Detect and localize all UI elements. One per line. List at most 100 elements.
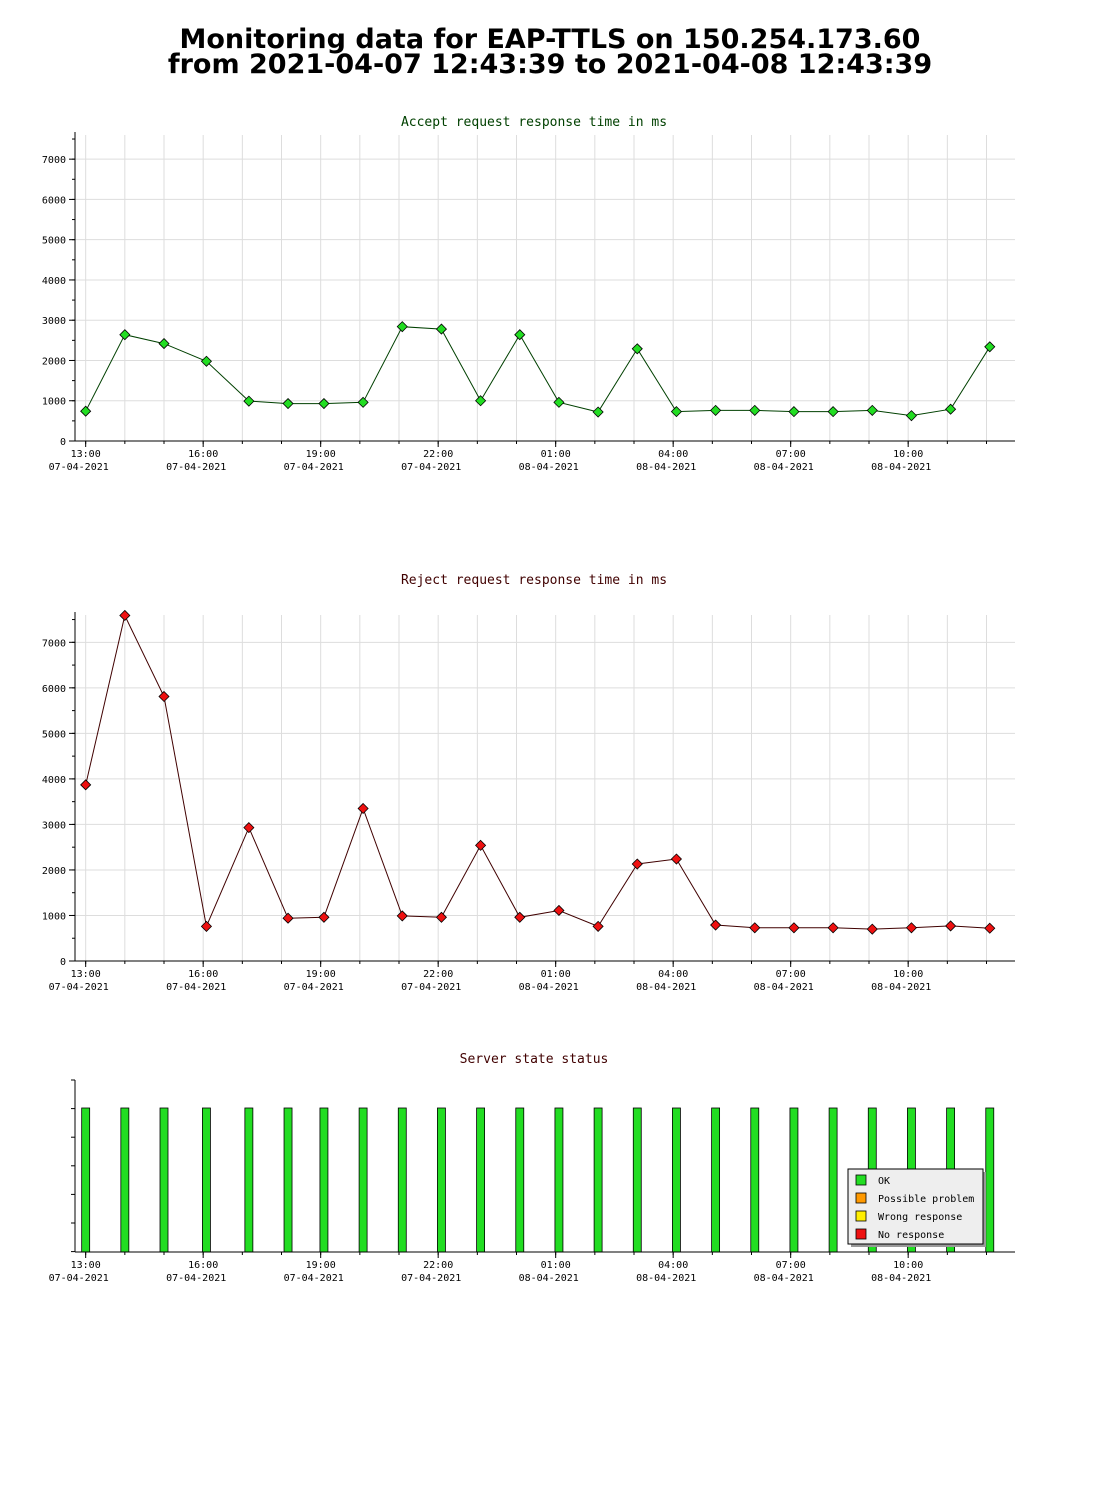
status-bar <box>789 1107 799 1253</box>
data-point <box>396 910 408 922</box>
status-bar <box>358 1107 368 1253</box>
data-point <box>749 922 761 934</box>
data-point <box>514 329 526 341</box>
data-point <box>592 406 604 418</box>
legend-swatch <box>855 1174 867 1186</box>
legend-swatch <box>855 1210 867 1222</box>
legend-box <box>847 1168 984 1245</box>
data-point <box>827 406 839 418</box>
x-tick-date-label: 08-04-2021 <box>871 462 931 473</box>
status-bar <box>319 1107 329 1253</box>
data-point <box>984 922 996 934</box>
x-tick-date-label: 08-04-2021 <box>519 462 579 473</box>
x-tick-time-label: 01:00 <box>541 969 571 980</box>
data-point <box>396 321 408 333</box>
x-tick-time-label: 01:00 <box>541 1260 571 1271</box>
x-tick-time-label: 16:00 <box>188 449 218 460</box>
y-tick-label: 0 <box>60 957 66 968</box>
data-point <box>158 337 170 350</box>
series-line <box>85 614 990 930</box>
x-tick-date-label: 07-04-2021 <box>49 462 109 473</box>
y-tick-label: 7000 <box>42 155 66 166</box>
x-tick-date-label: 08-04-2021 <box>754 462 814 473</box>
x-tick-date-label: 07-04-2021 <box>284 1273 344 1284</box>
data-point <box>119 329 131 341</box>
y-tick-label: 0 <box>60 437 66 448</box>
data-point <box>158 690 170 703</box>
legend-swatch <box>855 1228 867 1240</box>
y-tick-label: 5000 <box>42 729 66 740</box>
x-tick-date-label: 08-04-2021 <box>754 1273 814 1284</box>
x-tick-time-label: 22:00 <box>423 969 453 980</box>
data-point <box>866 923 878 935</box>
x-tick-time-label: 19:00 <box>306 449 336 460</box>
x-tick-time-label: 16:00 <box>188 1260 218 1271</box>
data-point <box>475 395 487 407</box>
data-point <box>866 404 878 416</box>
x-tick-date-label: 07-04-2021 <box>401 462 461 473</box>
status-bar <box>515 1107 525 1253</box>
data-point <box>357 802 369 815</box>
x-tick-time-label: 13:00 <box>71 449 101 460</box>
data-point <box>592 920 604 932</box>
data-point <box>788 406 800 418</box>
x-tick-date-label: 07-04-2021 <box>166 462 226 473</box>
y-tick-label: 1000 <box>42 397 66 408</box>
data-point <box>905 922 918 934</box>
x-tick-date-label: 07-04-2021 <box>49 982 109 993</box>
status-bar <box>397 1107 407 1253</box>
x-tick-time-label: 22:00 <box>423 449 453 460</box>
x-tick-time-label: 04:00 <box>658 449 688 460</box>
x-tick-date-label: 08-04-2021 <box>636 462 696 473</box>
x-tick-time-label: 13:00 <box>71 969 101 980</box>
y-tick-label: 4000 <box>42 775 66 786</box>
data-point <box>282 397 294 410</box>
data-point <box>435 911 448 923</box>
status-bar <box>711 1107 721 1253</box>
chart-title: Reject request response time in ms <box>401 573 667 588</box>
data-point <box>80 405 92 417</box>
status-bar <box>750 1107 760 1253</box>
status-bar <box>985 1107 995 1253</box>
x-tick-date-label: 08-04-2021 <box>754 982 814 993</box>
x-tick-date-label: 08-04-2021 <box>871 982 931 993</box>
data-point <box>945 403 957 415</box>
x-tick-date-label: 07-04-2021 <box>49 1273 109 1284</box>
status-bar <box>202 1107 211 1253</box>
legend-label: OK <box>878 1176 890 1187</box>
status-bar <box>437 1107 446 1253</box>
data-point <box>984 341 996 353</box>
y-tick-label: 3000 <box>42 820 66 831</box>
data-point <box>749 404 761 416</box>
data-point <box>282 912 294 924</box>
data-point <box>827 922 839 934</box>
y-tick-label: 2000 <box>42 356 66 367</box>
status-bar <box>120 1107 130 1253</box>
x-tick-time-label: 01:00 <box>541 449 571 460</box>
data-point <box>80 779 92 791</box>
data-point <box>318 911 330 923</box>
legend-label: Wrong response <box>878 1212 962 1223</box>
data-point <box>435 323 448 335</box>
x-tick-time-label: 19:00 <box>306 1260 336 1271</box>
data-point <box>200 920 213 932</box>
y-tick-label: 5000 <box>42 236 66 247</box>
data-point <box>631 858 643 870</box>
chart-title: Server state status <box>460 1052 609 1067</box>
y-tick-label: 3000 <box>42 316 66 327</box>
page-title-line1: Monitoring data for EAP-TTLS on 150.254.… <box>179 24 921 55</box>
x-tick-time-label: 22:00 <box>423 1260 453 1271</box>
data-point <box>670 406 683 418</box>
x-tick-date-label: 07-04-2021 <box>284 462 344 473</box>
data-point <box>514 911 526 923</box>
x-tick-time-label: 07:00 <box>776 969 806 980</box>
data-point <box>631 343 643 355</box>
x-tick-date-label: 07-04-2021 <box>284 982 344 993</box>
y-tick-label: 2000 <box>42 866 66 877</box>
status-bar <box>476 1107 486 1253</box>
x-tick-time-label: 19:00 <box>306 969 336 980</box>
status-bar <box>828 1107 838 1253</box>
x-tick-time-label: 13:00 <box>71 1260 101 1271</box>
x-tick-date-label: 07-04-2021 <box>166 1273 226 1284</box>
legend-swatch <box>855 1192 867 1204</box>
